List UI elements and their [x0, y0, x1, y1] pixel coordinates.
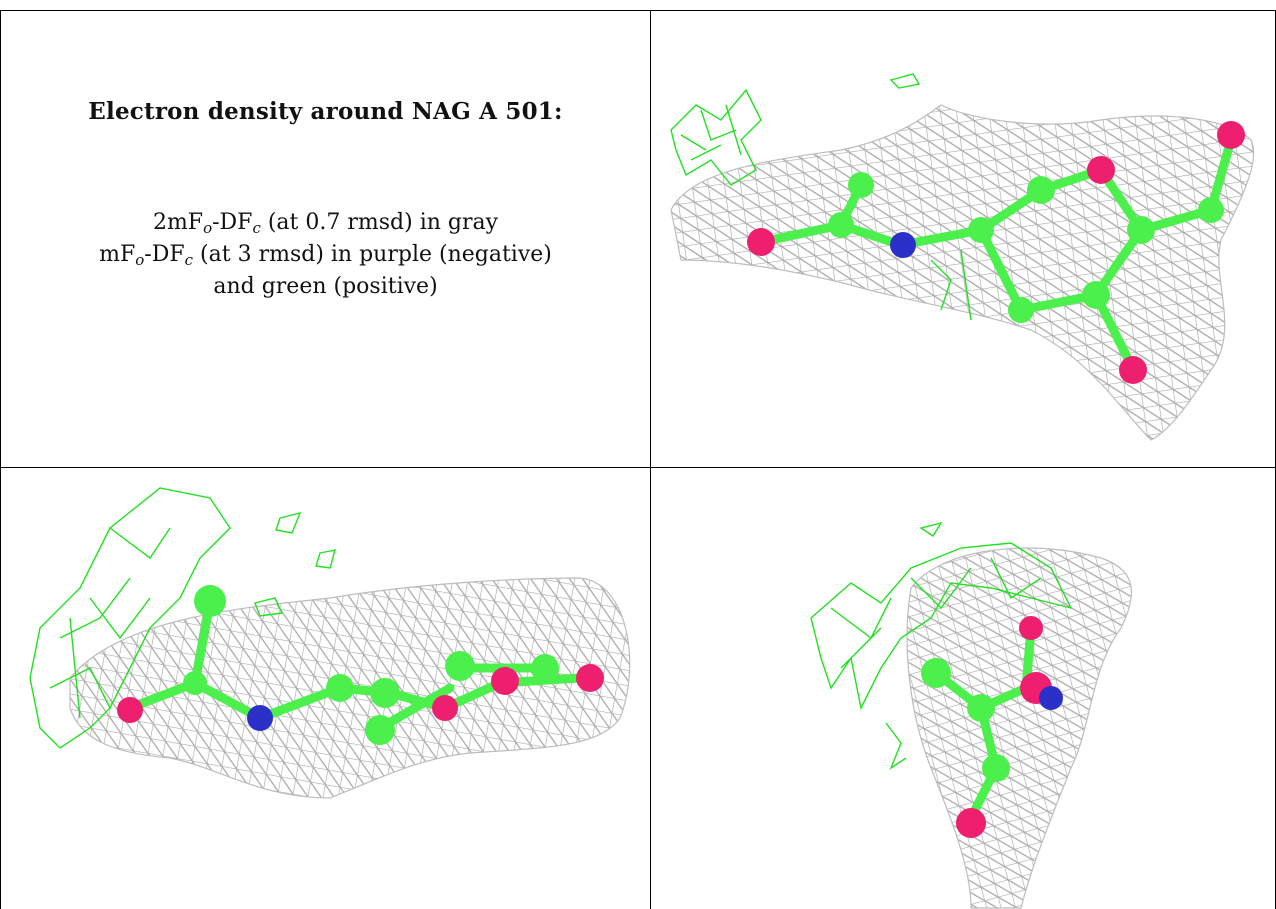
density-view-3 — [651, 468, 1276, 909]
border-left — [0, 10, 1, 909]
density-view-1 — [651, 10, 1276, 468]
positive-difference-mesh — [670, 73, 972, 321]
caption-description: 2mFo-DFc (at 0.7 rmsd) in gray mFo-DFc (… — [0, 207, 651, 303]
nag-molecule — [747, 121, 1245, 384]
density-view-2-image — [29, 487, 631, 799]
positive-difference-mesh — [810, 521, 1073, 770]
caption-line-fofc: mFo-DFc (at 3 rmsd) in purple (negative) — [99, 242, 552, 269]
caption-line-2fofc: 2mFo-DFc (at 0.7 rmsd) in gray — [152, 210, 499, 237]
border-middle-horizontal — [0, 467, 1276, 468]
caption-cell: Electron density around NAG A 501: 2mFo-… — [0, 10, 651, 468]
nag-molecule — [921, 616, 1063, 838]
density-view-3-image — [810, 521, 1132, 909]
density-view-2 — [0, 468, 651, 909]
caption-line-colors: and green (positive) — [213, 274, 438, 299]
positive-difference-mesh — [29, 487, 336, 749]
border-top — [0, 10, 1276, 11]
gray-density-mesh — [670, 104, 1255, 441]
caption-title: Electron density around NAG A 501: — [88, 98, 563, 125]
border-middle-vertical — [650, 10, 651, 909]
density-view-1-image — [670, 73, 1255, 441]
nag-molecule — [117, 585, 604, 745]
